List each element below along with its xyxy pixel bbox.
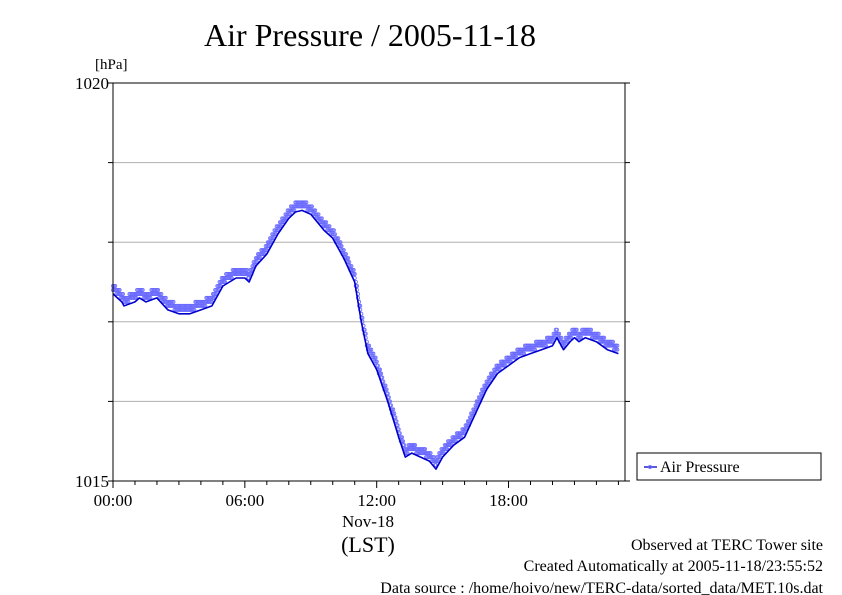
y-axis-unit-label: [hPa]	[95, 57, 128, 73]
x-tick-label: 06:00	[225, 491, 264, 510]
series-markers	[111, 200, 620, 468]
legend-label: Air Pressure	[660, 459, 740, 476]
series-point	[346, 256, 351, 261]
series-point	[559, 335, 564, 340]
series-point	[352, 272, 357, 277]
series-point	[349, 264, 354, 269]
series-point	[579, 335, 584, 340]
series-point	[602, 335, 607, 340]
series-point	[163, 295, 168, 300]
series-point	[134, 295, 139, 300]
plot-frame	[112, 82, 626, 482]
series-point	[332, 232, 337, 237]
series-point	[156, 287, 161, 292]
chart-title: Air Pressure / 2005-11-18	[204, 17, 536, 53]
series-point	[557, 331, 562, 336]
series-point	[386, 395, 391, 400]
series-point	[373, 355, 378, 360]
series-point	[569, 335, 574, 340]
series-point	[596, 331, 601, 336]
series-point	[120, 291, 125, 296]
series-point	[399, 435, 404, 440]
series-point	[369, 347, 374, 352]
legend: Air Pressure	[636, 452, 822, 481]
x-tick-label: 00:00	[94, 491, 133, 510]
series-point	[229, 276, 234, 281]
series-point	[405, 451, 410, 456]
series-point	[554, 327, 559, 332]
series-point	[140, 287, 145, 292]
series-point	[381, 379, 386, 384]
series-point	[316, 212, 321, 217]
series-point	[371, 351, 376, 356]
series-point	[383, 383, 388, 388]
series-point	[395, 423, 400, 428]
series-point	[391, 407, 396, 412]
series-point	[588, 327, 593, 332]
series-point	[374, 359, 379, 364]
series-point	[223, 279, 228, 284]
series-point	[574, 327, 579, 332]
series-point	[384, 387, 389, 392]
y-axis-ticks: 1015 1020	[75, 74, 630, 491]
series-point	[413, 443, 418, 448]
x-axis-title: (LST)	[341, 532, 395, 557]
series-point	[377, 367, 382, 372]
series-point	[304, 200, 309, 205]
series-point	[343, 252, 348, 257]
series-point	[258, 256, 263, 261]
series-point	[331, 228, 336, 233]
series-point	[379, 371, 384, 376]
legend-box	[636, 452, 822, 481]
series-point	[159, 291, 164, 296]
series-point	[366, 343, 371, 348]
series-point	[423, 447, 428, 452]
series-point	[351, 268, 356, 273]
series-point	[428, 451, 433, 456]
series-point	[327, 224, 332, 229]
series-point	[341, 248, 346, 253]
series-point	[287, 212, 292, 217]
y-tick-label: 1020	[75, 74, 109, 93]
x-tick-label: 12:00	[357, 491, 396, 510]
series-point	[375, 363, 380, 368]
series-point	[117, 287, 122, 292]
series-point	[392, 411, 397, 416]
x-axis-date-label: Nov-18	[342, 512, 394, 531]
series-point	[401, 439, 406, 444]
x-axis-ticks: 00:00 06:00 12:00 18:00	[94, 481, 619, 510]
series-point	[324, 220, 329, 225]
series-point	[113, 283, 118, 288]
series-point	[319, 216, 324, 221]
series-point	[385, 391, 390, 396]
footer-observed-site: Observed at TERC Tower site	[631, 537, 823, 554]
series-point	[309, 204, 314, 209]
series-point	[615, 343, 620, 348]
series-line-air-pressure	[112, 209, 619, 470]
series-line-layer	[112, 209, 619, 470]
series-point	[313, 208, 318, 213]
series-point	[338, 240, 343, 245]
x-tick-label: 18:00	[489, 491, 528, 510]
series-point	[336, 236, 341, 241]
gridlines	[113, 162, 625, 402]
series-point	[393, 415, 398, 420]
footer-created-time: Created Automatically at 2005-11-18/23:5…	[524, 558, 823, 575]
series-point	[610, 339, 615, 344]
footer-data-source: Data source : /home/hoivo/new/TERC-data/…	[380, 580, 823, 595]
y-tick-label: 1015	[75, 472, 109, 491]
series-point	[394, 419, 399, 424]
series-point	[615, 347, 620, 352]
series-point	[402, 443, 407, 448]
legend-marker-swatch	[648, 464, 653, 469]
series-point	[339, 244, 344, 249]
series-point	[380, 375, 385, 380]
series-point	[445, 447, 450, 452]
series-point	[171, 299, 176, 304]
series-point	[347, 260, 352, 265]
